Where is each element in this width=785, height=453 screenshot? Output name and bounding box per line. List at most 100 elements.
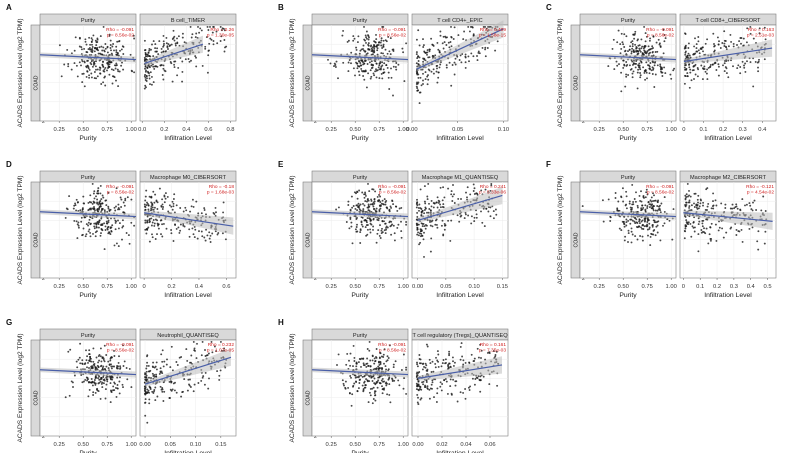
right-data-point [688, 201, 691, 204]
right-data-point [717, 63, 720, 66]
left-data-point [376, 53, 379, 56]
right-data-point [684, 230, 687, 233]
left-data-point [376, 386, 379, 389]
left-rho-label: Rho = -0.091 [378, 27, 406, 33]
left-data-point [391, 378, 394, 381]
left-data-point [386, 52, 389, 55]
left-data-point [657, 208, 660, 211]
right-rho-label: Rho = 0.26 [210, 27, 234, 33]
left-data-point [627, 50, 629, 53]
right-data-point [177, 35, 180, 38]
left-data-point [85, 349, 87, 352]
right-data-point [494, 208, 497, 211]
cancer-type-label: COAD [34, 232, 40, 247]
left-data-point [651, 45, 654, 48]
right-data-point [167, 43, 170, 46]
left-data-point [87, 201, 90, 204]
right-data-point [149, 83, 151, 86]
left-data-point [130, 386, 133, 389]
left-data-point [113, 381, 116, 384]
left-data-point [111, 376, 114, 379]
right-data-point [441, 42, 444, 45]
left-data-point [118, 70, 121, 73]
left-data-point [373, 207, 376, 210]
right-data-point [484, 46, 487, 49]
left-data-point [650, 196, 653, 199]
right-data-point [416, 361, 418, 364]
left-data-point [651, 66, 654, 69]
left-data-point [393, 239, 396, 242]
right-data-point [160, 388, 163, 391]
right-data-point [436, 196, 439, 199]
right-data-point [712, 200, 714, 203]
left-data-point [642, 206, 645, 209]
right-data-point [147, 226, 150, 229]
left-data-point [377, 229, 380, 232]
x-tick-label: 0.00 [412, 442, 423, 448]
left-data-point [114, 209, 117, 212]
right-data-point [695, 206, 698, 209]
left-data-point [623, 33, 626, 36]
right-data-point [686, 75, 689, 78]
left-data-point [642, 196, 645, 198]
left-data-point [367, 364, 370, 367]
right-data-point [144, 398, 147, 401]
right-data-point [161, 74, 164, 76]
left-data-point [392, 363, 395, 366]
left-data-point [371, 359, 374, 362]
right-data-point [753, 199, 756, 202]
right-data-point [166, 195, 169, 198]
left-data-point [380, 39, 383, 42]
left-data-point [376, 195, 379, 198]
right-data-point [706, 205, 709, 208]
left-data-point [370, 67, 373, 70]
cancer-type-strip [30, 181, 41, 279]
left-data-point [116, 54, 119, 56]
left-data-point [405, 221, 408, 223]
right-data-point [463, 217, 466, 220]
right-trend-line [683, 212, 773, 222]
left-data-point [372, 398, 375, 400]
left-data-point [662, 52, 665, 55]
right-data-point [211, 232, 214, 235]
left-data-point [385, 40, 388, 43]
left-data-point [644, 78, 647, 81]
left-data-point [117, 245, 120, 248]
left-data-point [74, 36, 77, 39]
x-tick-label: 0.50 [78, 284, 89, 290]
left-data-point [119, 365, 122, 368]
left-data-point [89, 235, 92, 238]
left-data-point [106, 46, 109, 49]
right-data-point [206, 354, 209, 357]
left-data-point [113, 365, 116, 368]
left-data-point [384, 365, 387, 368]
left-data-point [117, 203, 120, 206]
left-data-point [388, 393, 391, 396]
left-data-point [374, 383, 377, 386]
left-data-point [358, 382, 361, 384]
left-panel-title: Purity [81, 333, 96, 339]
right-data-point [475, 192, 478, 195]
right-data-point [450, 25, 452, 28]
x-tick-label: 0.2 [719, 127, 727, 133]
right-data-point [217, 232, 220, 234]
left-data-point [393, 379, 396, 382]
right-data-point [739, 66, 742, 68]
left-data-point [362, 208, 365, 211]
left-data-point [388, 50, 391, 53]
right-data-point [698, 220, 701, 223]
right-data-point [416, 371, 419, 374]
right-data-point [151, 203, 154, 206]
right-panel-title: Macrophage M0_CIBERSORT [150, 175, 227, 181]
right-data-point [416, 233, 419, 236]
right-data-point [418, 354, 421, 356]
cancer-type-label: COAD [574, 232, 580, 247]
right-data-point [441, 383, 444, 385]
left-data-point [104, 66, 107, 69]
y-tick-label: 2 [582, 119, 585, 125]
right-data-point [427, 74, 429, 77]
left-data-point [619, 43, 622, 46]
left-data-point [97, 49, 100, 52]
left-data-point [653, 221, 656, 224]
right-plot-area [139, 24, 237, 122]
